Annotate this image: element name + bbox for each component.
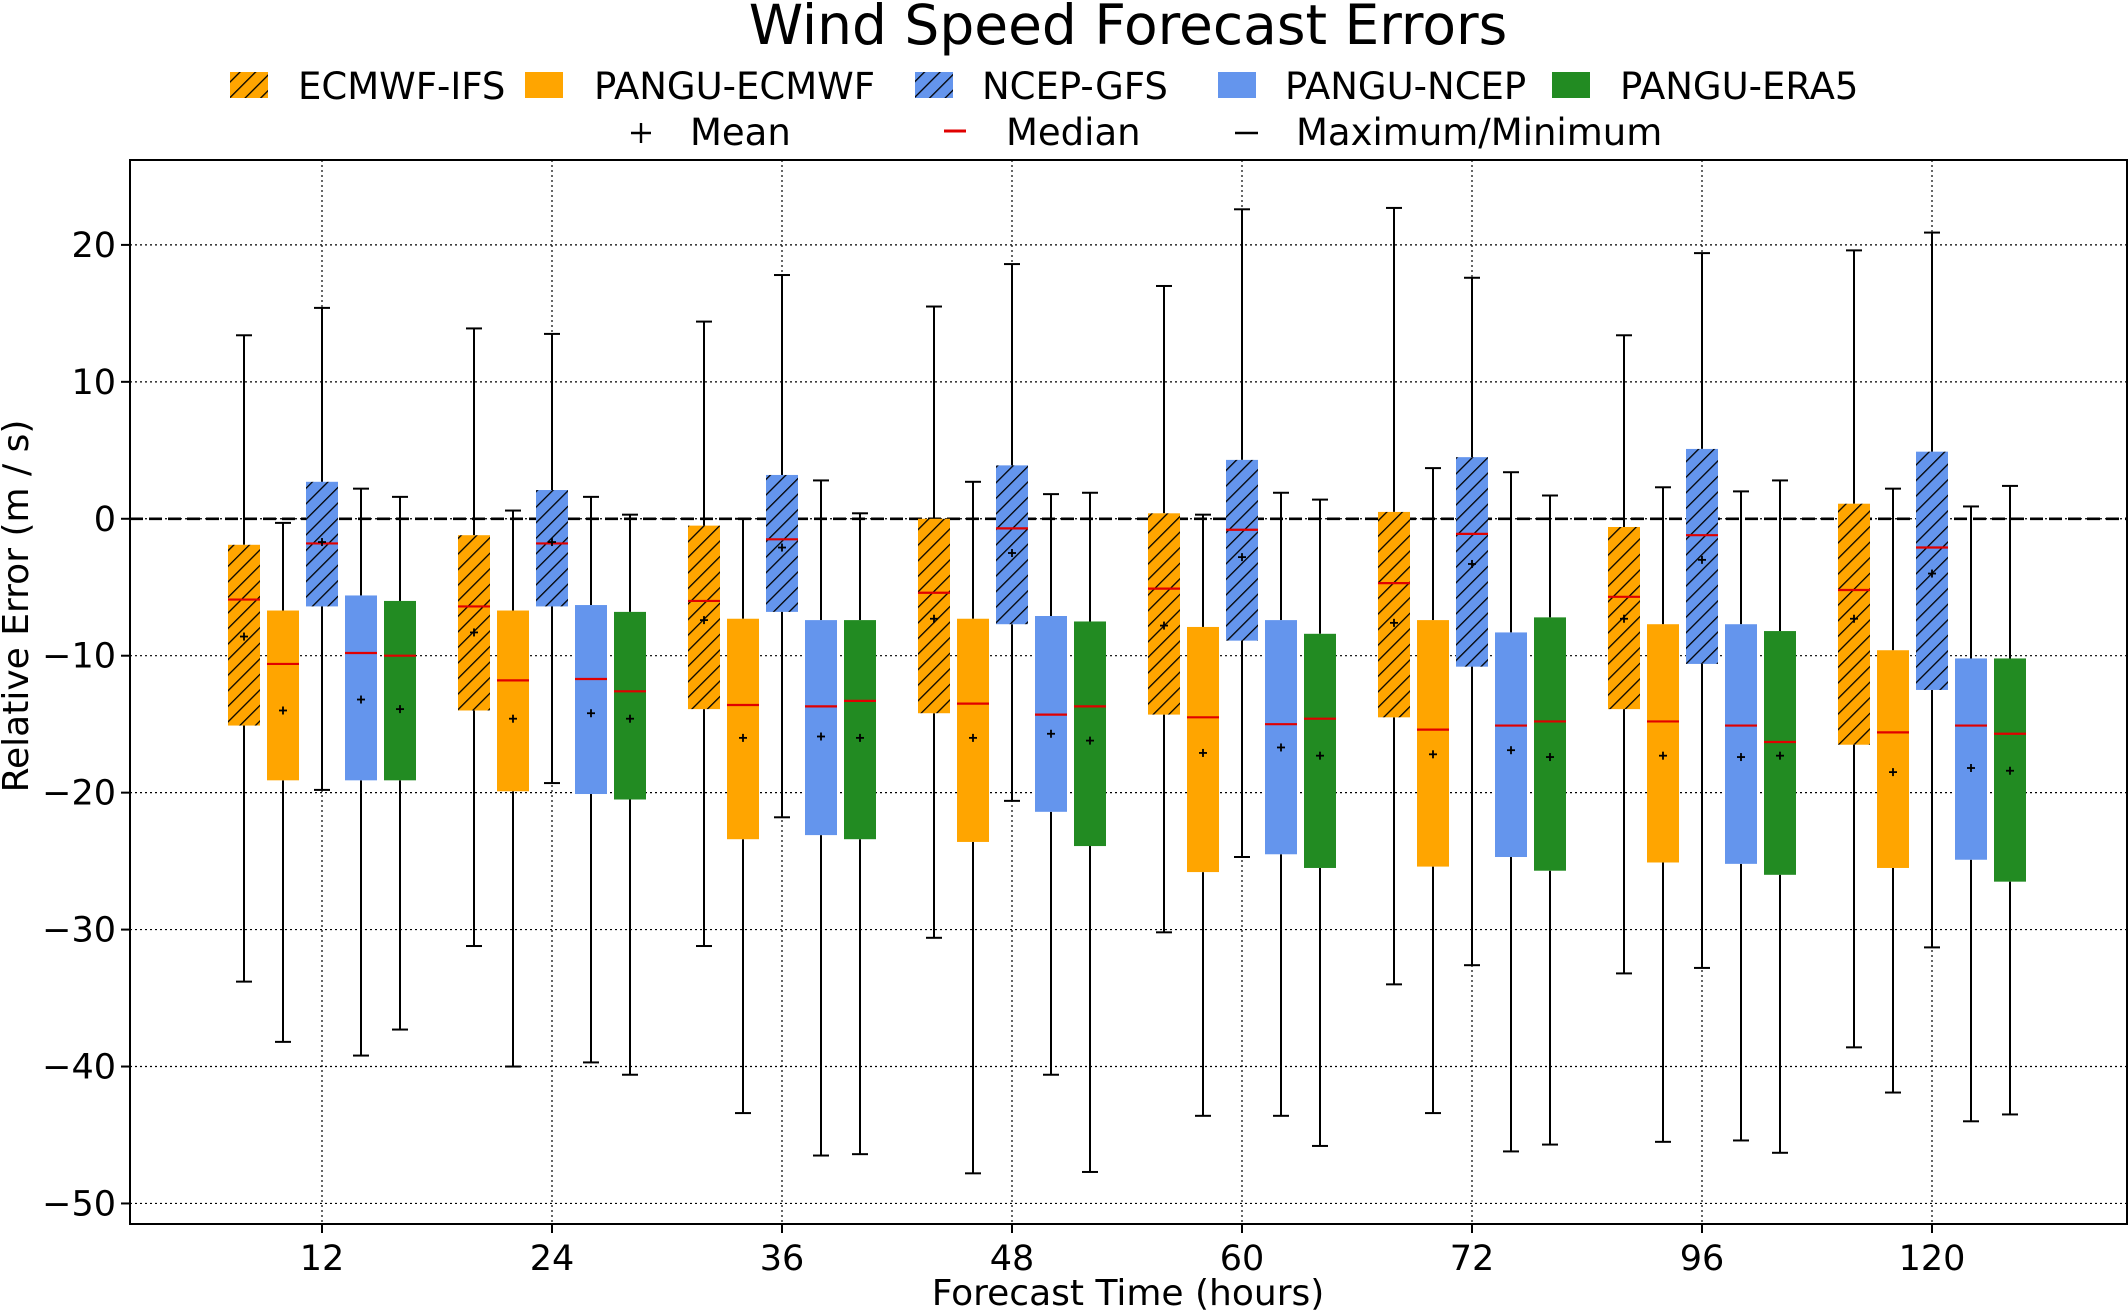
x-tick-label: 48 — [990, 1239, 1035, 1279]
legend-swatch-pangu-ncep — [1218, 72, 1256, 98]
chart-title: Wind Speed Forecast Errors — [749, 0, 1508, 57]
legend-label-pangu-ncep: PANGU-NCEP — [1285, 65, 1526, 108]
legend-label-mean: Mean — [690, 111, 791, 154]
x-axis-label: Forecast Time (hours) — [932, 1273, 1325, 1311]
box — [1647, 624, 1679, 863]
x-tick-label: 72 — [1450, 1239, 1495, 1279]
box — [1226, 459, 1258, 641]
box — [727, 618, 759, 840]
legend-label-pangu-era5: PANGU-ERA5 — [1620, 65, 1858, 108]
series-ncep-gfs — [306, 208, 1948, 969]
y-axis-label: Relative Error (m / s) — [0, 420, 37, 793]
x-tick-label: 60 — [1220, 1239, 1265, 1279]
y-tick-label: 10 — [71, 363, 116, 403]
y-tick-label: −30 — [42, 911, 116, 951]
series-pangu-ncep — [345, 471, 1987, 1157]
y-tick-label: 0 — [94, 500, 116, 540]
box — [614, 611, 646, 800]
legend-label-median: Median — [1006, 111, 1141, 154]
box — [497, 610, 529, 792]
box — [458, 535, 490, 711]
box — [1877, 650, 1909, 868]
legend-swatch-ncep-gfs — [915, 72, 953, 98]
box — [996, 465, 1028, 625]
legend-swatch-pangu-ecmwf — [525, 72, 563, 98]
legend-label-maximum-minimum: Maximum/Minimum — [1296, 111, 1662, 154]
x-tick-label: 120 — [1899, 1239, 1966, 1279]
legend: ECMWF-IFS PANGU-ECMWF NCEP-GFS PANGU-NCEP PA… — [230, 65, 1858, 154]
box — [1725, 624, 1757, 864]
x-tick-label: 96 — [1680, 1239, 1725, 1279]
box — [536, 490, 568, 607]
y-tick-label: −20 — [42, 774, 116, 814]
series-pangu-ecmwf — [267, 467, 1909, 1175]
grid-lines — [130, 160, 2128, 1224]
box — [1265, 620, 1297, 855]
box-series — [228, 206, 2026, 1175]
box — [1495, 632, 1527, 858]
plot-frame — [129, 159, 2128, 1225]
box — [267, 610, 299, 781]
box — [1838, 503, 1870, 745]
box — [1378, 511, 1410, 718]
box — [1417, 620, 1449, 867]
y-tick-label: −50 — [42, 1184, 116, 1224]
box — [1148, 513, 1180, 715]
box — [1074, 621, 1106, 847]
axes: 20 10 0 −10 −20 −30 −40 −50 12 24 36 48 60 72 96 120 — [42, 159, 2128, 1279]
box — [575, 605, 607, 795]
box — [345, 595, 377, 781]
legend-label-pangu-ecmwf: PANGU-ECMWF — [594, 65, 875, 108]
legend-swatch-pangu-era5 — [1552, 72, 1590, 98]
box — [1304, 633, 1336, 868]
legend-label-ncep-gfs: NCEP-GFS — [982, 65, 1168, 108]
series-pangu-era5 — [384, 479, 2026, 1173]
y-tick-label: −40 — [42, 1048, 116, 1088]
box — [1955, 658, 1987, 860]
x-tick-label: 24 — [530, 1239, 575, 1279]
box — [766, 474, 798, 612]
legend-label-ecmwf-ifs: ECMWF-IFS — [298, 65, 505, 108]
box — [805, 620, 837, 836]
y-tick-label: −10 — [42, 637, 116, 677]
box — [844, 620, 876, 840]
x-tick-label: 12 — [300, 1239, 345, 1279]
box — [384, 600, 416, 781]
y-tick-label: 20 — [71, 226, 116, 266]
box — [957, 618, 989, 842]
legend-swatch-ecmwf-ifs — [230, 72, 268, 98]
x-tick-label: 36 — [760, 1239, 805, 1279]
box — [1534, 617, 1566, 871]
series-ecmwf-ifs — [228, 206, 1870, 1049]
